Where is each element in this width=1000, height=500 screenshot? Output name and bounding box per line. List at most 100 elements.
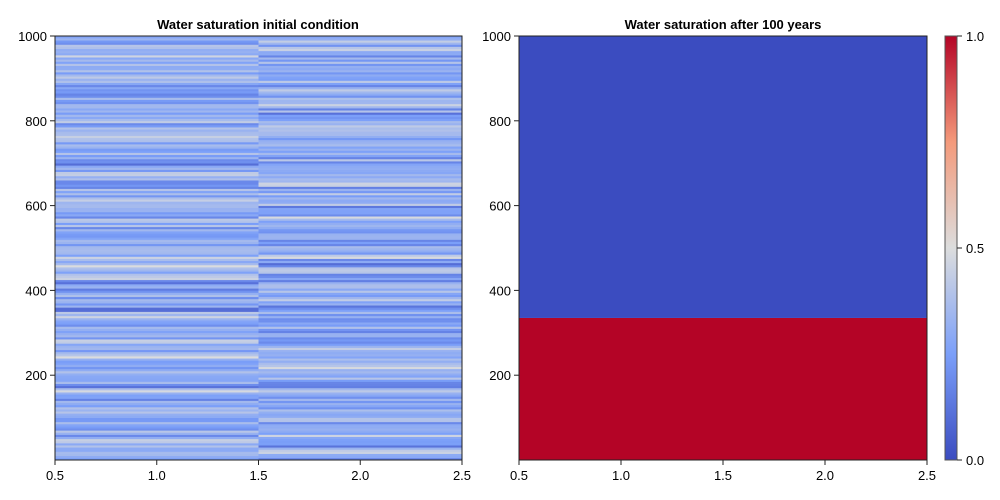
heatmap-cell xyxy=(55,368,259,372)
colorbar-tick-label: 0.0 xyxy=(966,453,984,468)
heatmap-cell xyxy=(258,69,463,73)
heatmap-cell xyxy=(258,449,463,452)
heatmap-cell xyxy=(55,216,259,219)
heatmap-cell xyxy=(258,59,463,62)
heatmap-cell xyxy=(258,260,463,264)
heatmap-cell xyxy=(55,440,259,444)
heatmap-cell xyxy=(258,334,463,338)
heatmap-cell xyxy=(258,97,463,100)
heatmap-cell xyxy=(55,436,259,440)
heatmap-cell xyxy=(55,286,259,289)
heatmap-cell xyxy=(258,74,463,77)
heatmap-cell xyxy=(258,125,463,128)
x-tick-label: 0.5 xyxy=(510,468,528,483)
heatmap-cell xyxy=(258,457,463,461)
x-tick-label: 1.5 xyxy=(249,468,267,483)
heatmap-cell xyxy=(258,269,463,272)
heatmap-cell xyxy=(55,171,259,175)
heatmap-cell xyxy=(55,36,259,39)
heatmap-cell xyxy=(55,305,259,308)
heatmap-cell xyxy=(55,330,259,334)
heatmap-cell xyxy=(55,78,259,81)
heatmap-cell xyxy=(55,235,259,238)
heatmap-cell xyxy=(55,139,259,143)
y-tick-label: 200 xyxy=(489,368,511,383)
heatmap-cell xyxy=(258,182,463,185)
heatmap-cell xyxy=(55,91,259,94)
heatmap-cell xyxy=(258,440,463,444)
heatmap-cell xyxy=(55,173,259,177)
heatmap-cell xyxy=(258,78,463,81)
heatmap-cell xyxy=(258,222,463,225)
heatmap-cell xyxy=(55,271,259,274)
heatmap-cell xyxy=(55,421,259,425)
heatmap-cell xyxy=(55,373,259,376)
heatmap-cell xyxy=(55,404,259,408)
heatmap-cell xyxy=(258,279,463,283)
x-tick-label: 1.5 xyxy=(714,468,732,483)
heatmap-cell xyxy=(258,52,463,56)
heatmap-cell xyxy=(55,449,259,452)
heatmap-cell xyxy=(55,220,259,223)
heatmap-cell xyxy=(258,436,463,440)
heatmap-cell xyxy=(258,326,463,329)
heatmap-cell xyxy=(55,150,259,153)
heatmap-cell xyxy=(55,118,259,122)
heatmap-cell xyxy=(55,445,259,448)
heatmap-cell xyxy=(258,142,463,145)
heatmap-cell xyxy=(258,233,463,236)
heatmap-cell xyxy=(258,373,463,376)
heatmap-cell xyxy=(258,112,463,115)
heatmap-cell xyxy=(258,294,463,298)
heatmap-cell xyxy=(258,188,463,192)
heatmap-cell xyxy=(258,99,463,103)
heatmap-cell xyxy=(55,114,259,117)
heatmap-cell xyxy=(258,271,463,274)
heatmap-cell xyxy=(55,222,259,225)
heatmap-cell xyxy=(55,184,259,187)
heatmap-cell xyxy=(55,80,259,83)
heatmap-cell xyxy=(55,281,259,285)
heatmap-cell xyxy=(55,409,259,412)
heatmap-cell xyxy=(55,203,259,206)
heatmap-cell xyxy=(55,237,259,240)
heatmap-cell xyxy=(258,175,463,179)
heatmap-cell xyxy=(258,165,463,168)
heatmap-cell xyxy=(55,341,259,344)
heatmap-cell xyxy=(55,178,259,181)
heatmap-cell xyxy=(258,150,463,153)
heatmap-cell xyxy=(55,307,259,310)
heatmap-cell xyxy=(55,142,259,145)
heatmap-cell xyxy=(258,288,463,291)
heatmap-cell xyxy=(258,91,463,94)
heatmap-cell xyxy=(55,144,259,147)
heatmap-cell xyxy=(258,356,463,359)
heatmap-cell xyxy=(258,453,463,457)
heatmap-cell xyxy=(258,114,463,117)
heatmap-cell xyxy=(258,258,463,262)
heatmap-cell xyxy=(258,220,463,223)
heatmap-cell xyxy=(55,438,259,442)
heatmap-cell xyxy=(258,46,463,50)
heatmap-cell xyxy=(55,231,259,234)
heatmap-cell xyxy=(258,415,463,418)
heatmap-cell xyxy=(55,197,259,200)
heatmap-cell xyxy=(258,209,463,213)
heatmap-cell xyxy=(55,131,259,134)
heatmap-cell xyxy=(258,245,463,249)
heatmap-cell xyxy=(258,392,463,395)
heatmap-cell xyxy=(55,301,259,304)
heatmap-cell xyxy=(55,169,259,172)
heatmap-cell xyxy=(55,334,259,338)
heatmap-cell xyxy=(55,328,259,331)
heatmap-cell xyxy=(55,239,259,242)
heatmap-cell xyxy=(258,197,463,200)
heatmap-cell xyxy=(258,237,463,240)
heatmap-cell xyxy=(55,163,259,166)
heatmap-cell xyxy=(55,122,259,126)
heatmap-cell xyxy=(258,443,463,446)
heatmap-cell xyxy=(258,80,463,83)
heatmap-cell xyxy=(55,411,259,414)
heatmap-cell xyxy=(55,201,259,204)
heatmap-cell xyxy=(55,156,259,160)
